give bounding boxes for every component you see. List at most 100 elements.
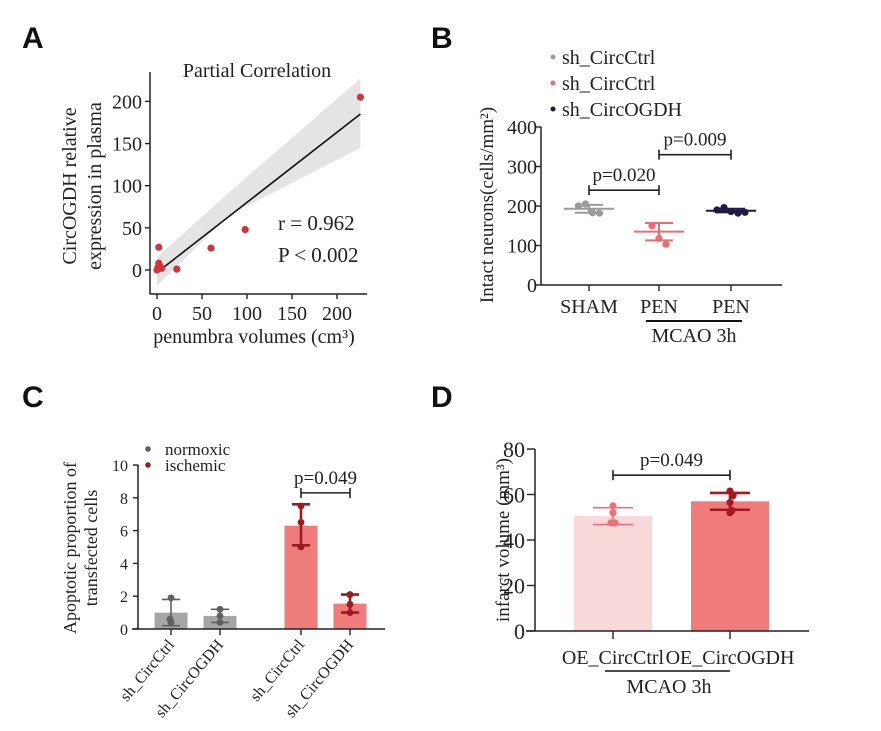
b-data-point <box>588 209 597 217</box>
d-x-tick-label: OE_CircOGDH <box>666 647 795 669</box>
d-data-point <box>611 519 619 527</box>
panel-letter-b: B <box>431 22 453 55</box>
b-legend-label: sh_CircOGDH <box>562 99 682 121</box>
c-data-point <box>346 601 354 608</box>
b-legend-label: sh_CircCtrl <box>562 47 656 69</box>
d-y-tick-label: 80 <box>503 437 525 462</box>
c-y-tick-label: 4 <box>120 556 128 573</box>
b-data-point <box>655 234 663 242</box>
d-y-axis-label: infarct volume (mm³) <box>493 458 514 622</box>
c-data-point <box>346 609 354 616</box>
a-x-tick-label: 150 <box>277 303 307 325</box>
b-comparison-1-label: p=0.009 <box>664 130 727 151</box>
c-y-tick-label: 2 <box>120 589 128 606</box>
b-data-point <box>581 200 590 208</box>
b-data-point <box>727 207 735 216</box>
c-y-tick-label: 10 <box>112 458 128 475</box>
d-group-label: MCAO 3h <box>626 676 711 698</box>
a-y-tick-label: 200 <box>112 91 142 113</box>
b-y-tick-label: 400 <box>507 117 537 139</box>
d-bar <box>574 516 652 631</box>
d-x-tick-label: OE_CircCtrl <box>562 647 665 669</box>
d-data-point <box>609 502 617 510</box>
b-data-point <box>734 209 742 217</box>
d-comparison-0-label: p=0.049 <box>640 450 703 471</box>
d-bar <box>691 501 769 631</box>
d-data-point <box>726 509 734 517</box>
d-data-point <box>726 498 734 507</box>
b-data-point <box>574 202 583 210</box>
b-comparison-0-label: p=0.020 <box>593 165 656 186</box>
data-point <box>155 243 163 251</box>
d-y-tick-label: 0 <box>514 619 525 644</box>
data-point <box>241 225 249 234</box>
data-point <box>356 93 364 101</box>
panel-letter-a: A <box>22 22 44 55</box>
b-legend-marker <box>550 80 556 86</box>
b-legend-marker <box>550 106 556 112</box>
b-data-point <box>662 240 670 248</box>
confidence-band <box>157 78 361 287</box>
c-legend-label: ischemic <box>165 456 226 475</box>
c-legend-marker <box>145 446 151 452</box>
c-y-axis-label-line1: Apoptotic proportion of <box>60 462 80 634</box>
c-data-point <box>216 619 224 626</box>
b-data-point <box>720 203 728 212</box>
data-point <box>157 264 166 272</box>
b-data-point <box>741 208 749 216</box>
b-group-label: MCAO 3h <box>651 325 736 347</box>
c-comparison-0-label: p=0.049 <box>294 468 357 489</box>
b-legend-marker <box>550 54 556 60</box>
d-data-point <box>729 492 737 500</box>
data-point <box>207 244 215 252</box>
b-y-tick-label: 0 <box>527 275 537 297</box>
a-x-tick-label: 100 <box>232 303 262 325</box>
correlation-r-annotation: r = 0.962 <box>278 211 355 235</box>
b-data-point <box>648 222 656 230</box>
d-y-tick-label: 20 <box>503 574 525 599</box>
a-y-axis-label-line1: CircOGDH relative <box>59 107 81 264</box>
a-x-tick-label: 200 <box>322 303 352 325</box>
c-data-point <box>167 619 175 626</box>
c-data-point <box>297 519 305 526</box>
c-data-point <box>167 594 175 602</box>
a-x-axis-label: penumbra volumes (cm³) <box>153 326 355 348</box>
regression-line <box>156 113 361 274</box>
a-x-tick-label: 0 <box>152 303 162 325</box>
a-y-axis-label-line2: expression in plasma <box>84 102 106 270</box>
p-value-annotation: P < 0.002 <box>278 243 359 267</box>
panel-letter-c: C <box>22 381 44 414</box>
a-chart-title: Partial Correlation <box>183 60 331 82</box>
c-data-point <box>297 502 305 510</box>
b-data-point <box>595 209 604 217</box>
c-y-tick-label: 0 <box>120 622 128 639</box>
b-x-tick-label: SHAM <box>560 296 618 318</box>
c-data-point <box>216 612 224 620</box>
c-y-tick-label: 8 <box>120 491 128 508</box>
d-y-tick-label: 60 <box>503 483 525 508</box>
data-point <box>173 265 181 273</box>
a-y-tick-label: 0 <box>132 260 142 282</box>
a-y-tick-label: 150 <box>112 134 142 156</box>
c-legend-label: normoxic <box>165 440 231 459</box>
c-legend-marker <box>145 462 151 468</box>
b-y-tick-label: 300 <box>507 157 537 179</box>
c-data-point <box>297 543 305 551</box>
b-y-axis-label: Intact neurons(cells/mm²) <box>477 107 498 303</box>
b-y-tick-label: 100 <box>507 236 537 258</box>
a-y-tick-label: 100 <box>112 176 142 198</box>
d-data-point <box>609 509 617 517</box>
b-x-tick-label: PEN <box>640 296 678 318</box>
c-data-point <box>346 591 354 598</box>
panel-letter-d: D <box>431 381 453 414</box>
b-legend-label: sh_CircCtrl <box>562 73 656 95</box>
a-x-tick-label: 50 <box>192 303 212 325</box>
a-y-tick-label: 50 <box>122 218 142 240</box>
b-data-point <box>713 206 721 214</box>
c-y-axis-label-line2: transfected cells <box>81 490 101 606</box>
d-y-tick-label: 40 <box>503 528 525 553</box>
b-y-tick-label: 200 <box>507 196 537 218</box>
c-data-point <box>216 605 224 613</box>
c-y-tick-label: 6 <box>120 524 128 541</box>
